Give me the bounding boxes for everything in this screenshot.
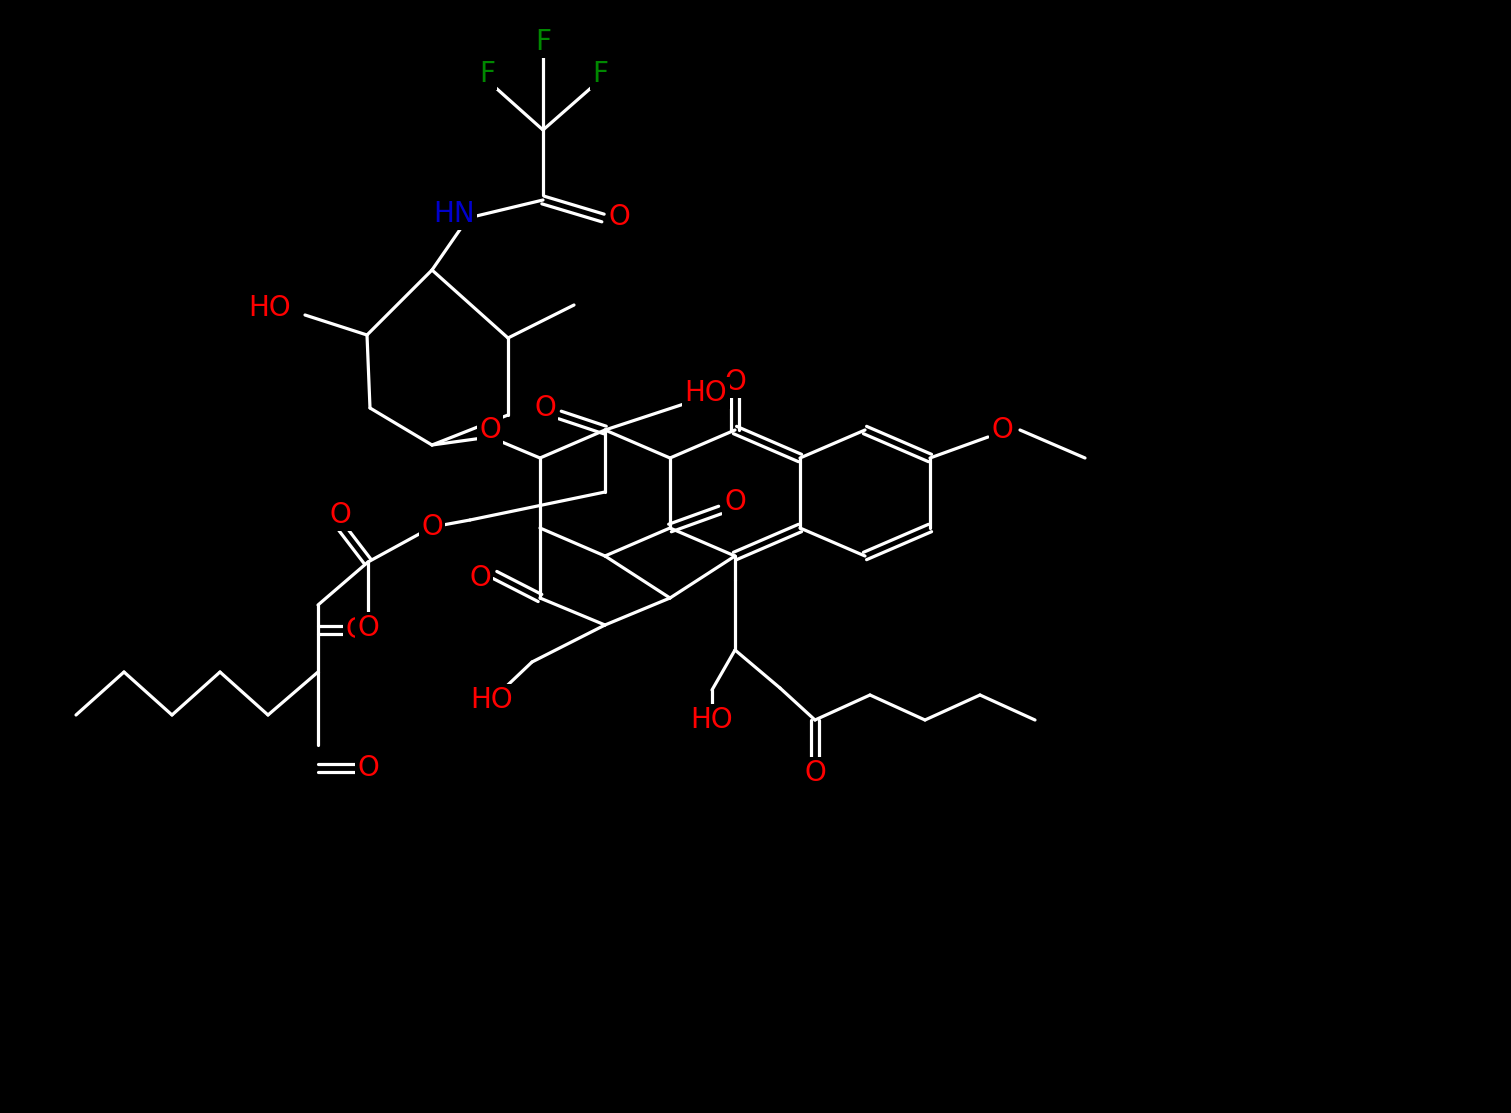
Text: HO: HO bbox=[684, 380, 727, 407]
Text: O: O bbox=[357, 754, 379, 782]
Text: O: O bbox=[607, 203, 630, 232]
Text: F: F bbox=[535, 28, 552, 56]
Text: F: F bbox=[592, 60, 607, 88]
Text: F: F bbox=[479, 60, 496, 88]
Text: O: O bbox=[345, 615, 367, 644]
Text: O: O bbox=[329, 501, 351, 529]
Text: O: O bbox=[533, 394, 556, 422]
Text: O: O bbox=[468, 564, 491, 592]
Text: O: O bbox=[357, 614, 379, 642]
Text: HO: HO bbox=[471, 686, 514, 715]
Text: HN: HN bbox=[434, 200, 474, 228]
Text: O: O bbox=[991, 416, 1012, 444]
Text: O: O bbox=[479, 416, 500, 444]
Text: HO: HO bbox=[691, 706, 733, 733]
Text: HO: HO bbox=[248, 294, 292, 322]
Text: O: O bbox=[724, 368, 746, 396]
Text: O: O bbox=[804, 759, 827, 787]
Text: O: O bbox=[422, 513, 443, 541]
Text: O: O bbox=[724, 487, 746, 516]
